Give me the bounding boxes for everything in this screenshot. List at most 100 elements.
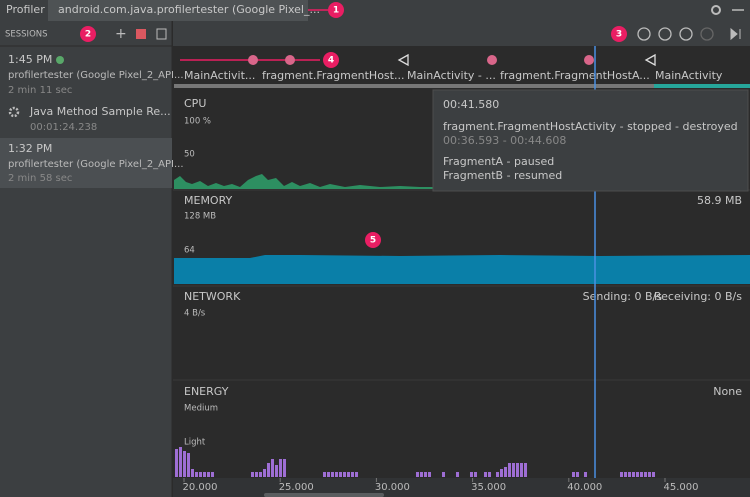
axis-label: 45.000 <box>664 482 699 493</box>
energy-bar <box>488 472 491 477</box>
energy-bar <box>271 459 274 477</box>
energy-bar <box>327 472 330 477</box>
add-session[interactable]: + <box>115 26 127 42</box>
activity-label[interactable]: MainActivity - ... <box>407 69 496 82</box>
energy-bar <box>175 449 178 477</box>
energy-bar <box>584 472 587 477</box>
scrollbar[interactable] <box>264 493 384 497</box>
energy-bar <box>508 463 511 477</box>
session-device: profilertester (Google Pixel_2_API... <box>8 159 184 170</box>
energy-bar <box>572 472 575 477</box>
energy-bar <box>512 463 515 477</box>
activity-bar <box>174 84 654 88</box>
energy-bar <box>474 472 477 477</box>
user-event[interactable] <box>285 55 295 65</box>
energy-bar <box>255 472 258 477</box>
tooltip-line: FragmentB - resumed <box>443 169 562 182</box>
axis-label: 30.000 <box>375 482 410 493</box>
session-duration: 2 min 11 sec <box>8 85 72 96</box>
energy-value: None <box>713 385 742 398</box>
energy-bar <box>203 472 206 477</box>
axis-label: 20.000 <box>183 482 218 493</box>
energy-bar <box>416 472 419 477</box>
stop-session[interactable] <box>136 29 146 39</box>
tab[interactable]: Profiler <box>6 3 45 16</box>
energy-bar <box>500 469 503 477</box>
activity-label[interactable]: fragment.FragmentHostA... <box>500 69 650 82</box>
energy-bar <box>339 472 342 477</box>
callout-number: 2 <box>85 30 91 40</box>
energy-bar <box>199 472 202 477</box>
energy-bar <box>420 472 423 477</box>
energy-bar <box>640 472 643 477</box>
tooltip-time: 00:41.580 <box>443 98 499 111</box>
monitor-title[interactable]: CPU <box>184 97 206 110</box>
callout-number: 5 <box>370 236 376 246</box>
callout-number: 3 <box>616 30 622 40</box>
monitor-title[interactable]: ENERGY <box>184 385 229 398</box>
monitor-title[interactable]: MEMORY <box>184 194 233 207</box>
energy-bar <box>576 472 579 477</box>
tooltip-range: 00:36.593 - 00:44.608 <box>443 134 566 147</box>
energy-bar <box>624 472 627 477</box>
energy-bar <box>456 472 459 477</box>
back-event[interactable] <box>646 55 655 65</box>
tooltip-event: fragment.FragmentHostActivity - stopped … <box>443 120 738 133</box>
activity-label[interactable]: fragment.FragmentHost... <box>262 69 404 82</box>
activity-label[interactable]: MainActivit... <box>184 69 255 82</box>
axis-label: 4 B/s <box>184 309 206 319</box>
energy-bar <box>191 469 194 477</box>
tooltip-line: FragmentA - paused <box>443 155 554 168</box>
axis-label: 128 MB <box>184 212 216 222</box>
energy-bar <box>442 472 445 477</box>
activity-label[interactable]: MainActivity <box>655 69 723 82</box>
user-event[interactable] <box>487 55 497 65</box>
monitor-title[interactable]: NETWORK <box>184 290 241 303</box>
axis-label: Medium <box>184 404 218 414</box>
energy-bar <box>331 472 334 477</box>
user-event[interactable] <box>584 55 594 65</box>
axis-label: 25.000 <box>279 482 314 493</box>
axis-label: 35.000 <box>471 482 506 493</box>
energy-bar <box>335 472 338 477</box>
energy-bar <box>524 463 527 477</box>
energy-bar <box>279 459 282 477</box>
energy-bar <box>632 472 635 477</box>
energy-bar <box>267 463 270 477</box>
session-time: 1:32 PM <box>8 142 52 155</box>
energy-bar <box>470 472 473 477</box>
axis-label: 64 <box>184 246 195 256</box>
energy-bar <box>211 472 214 477</box>
energy-bar <box>428 472 431 477</box>
energy-bar <box>195 472 198 477</box>
energy-bar <box>275 465 278 477</box>
user-event[interactable] <box>248 55 258 65</box>
energy-bar <box>484 472 487 477</box>
live-indicator <box>56 56 64 64</box>
energy-graph <box>175 447 655 477</box>
energy-bar <box>207 472 210 477</box>
energy-bar <box>343 472 346 477</box>
energy-bar <box>504 467 507 477</box>
energy-bar <box>183 451 186 477</box>
session-duration: 2 min 58 sec <box>8 173 72 184</box>
energy-bar <box>496 472 499 477</box>
tab[interactable]: android.com.java.profilertester (Google … <box>58 3 320 16</box>
energy-bar <box>620 472 623 477</box>
energy-bar <box>644 472 647 477</box>
energy-bar <box>636 472 639 477</box>
network-receiving: Receiving: 0 B/s <box>654 290 742 303</box>
activity-bar-current <box>654 84 750 88</box>
energy-bar <box>520 463 523 477</box>
toolbar <box>173 21 750 46</box>
back-event[interactable] <box>399 55 408 65</box>
energy-bar <box>355 472 358 477</box>
energy-bar <box>323 472 326 477</box>
energy-bar <box>648 472 651 477</box>
memory-value: 58.9 MB <box>697 194 742 207</box>
energy-bar <box>263 469 266 477</box>
memory-graph <box>174 255 750 284</box>
energy-bar <box>628 472 631 477</box>
energy-bar <box>516 463 519 477</box>
